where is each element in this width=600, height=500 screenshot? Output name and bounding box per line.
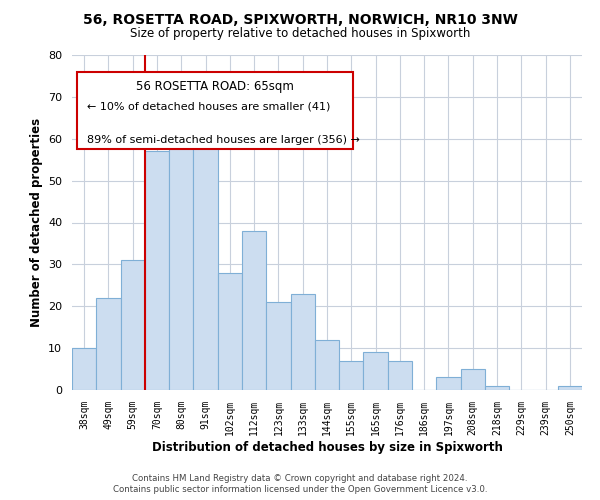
Bar (461, 369, 485, 390)
Bar (315, 340, 339, 390)
Bar (436, 378, 461, 390)
Text: ← 10% of detached houses are smaller (41): ← 10% of detached houses are smaller (41… (88, 102, 331, 112)
Bar (145, 152, 169, 390)
Bar (193, 118, 218, 390)
Y-axis label: Number of detached properties: Number of detached properties (29, 118, 43, 327)
Bar (96, 298, 121, 390)
Bar (169, 134, 193, 390)
Bar (121, 260, 145, 390)
Bar (485, 386, 509, 390)
Text: Size of property relative to detached houses in Spixworth: Size of property relative to detached ho… (130, 28, 470, 40)
Bar (242, 231, 266, 390)
Text: Contains HM Land Registry data © Crown copyright and database right 2024.
Contai: Contains HM Land Registry data © Crown c… (113, 474, 487, 494)
Text: 56 ROSETTA ROAD: 65sqm: 56 ROSETTA ROAD: 65sqm (136, 80, 294, 93)
Bar (266, 302, 290, 390)
FancyBboxPatch shape (77, 72, 353, 149)
Bar (388, 360, 412, 390)
Bar (290, 294, 315, 390)
Text: 89% of semi-detached houses are larger (356) →: 89% of semi-detached houses are larger (… (88, 136, 360, 145)
Bar (339, 360, 364, 390)
Bar (558, 386, 582, 390)
Bar (364, 352, 388, 390)
Text: 56, ROSETTA ROAD, SPIXWORTH, NORWICH, NR10 3NW: 56, ROSETTA ROAD, SPIXWORTH, NORWICH, NR… (83, 12, 517, 26)
X-axis label: Distribution of detached houses by size in Spixworth: Distribution of detached houses by size … (152, 440, 502, 454)
Bar (72, 348, 96, 390)
Bar (218, 273, 242, 390)
